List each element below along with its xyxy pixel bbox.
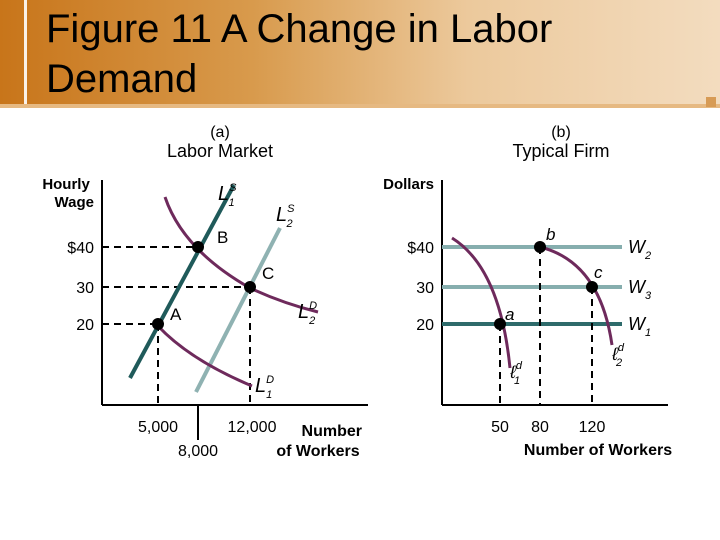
panel-a-ylabel: Hourly Wage	[42, 176, 94, 211]
firm-demand-d1	[451, 236, 512, 369]
curve-label-ld1: LD 1	[255, 374, 274, 401]
panel-b-x-tick: 120	[579, 419, 606, 436]
point-label-a: A	[170, 305, 182, 324]
equilibrium-point-c	[244, 281, 256, 293]
slide-title: Figure 11 A Change in Labor Demand	[46, 7, 553, 101]
title-banner	[0, 0, 720, 108]
panel-a-y-tick: 20	[76, 317, 94, 334]
panel-b-y-tick: $40	[407, 240, 434, 257]
panel-a-x-tick: 5,000	[138, 419, 178, 436]
panel-b-x-tick: 50	[491, 419, 509, 436]
wage-label-w2: W2	[628, 237, 651, 262]
firm-point-a	[494, 318, 506, 330]
panel-b-plot: $40 30 20 50 80 120 W2 W3 W1 b c a ℓd 1 ℓd 2	[407, 225, 652, 436]
demand-curve-ld1	[156, 324, 253, 388]
point-label-c: C	[262, 264, 274, 283]
panel-b-title: Typical Firm	[512, 141, 609, 161]
panel-a-y-tick: 30	[76, 280, 94, 297]
demand-curve-ld2	[163, 196, 319, 314]
point-label-a-firm: a	[505, 305, 514, 324]
equilibrium-point-b	[192, 241, 204, 253]
firm-point-c	[586, 281, 598, 293]
panel-a-xlabel: Number of Workers	[276, 423, 366, 460]
curve-label-ls1: LS 1	[218, 182, 237, 209]
panel-b-x-tick: 80	[531, 419, 549, 436]
point-label-b-firm: b	[546, 225, 555, 244]
banner-bottom-edge	[0, 104, 720, 108]
wage-label-w1: W1	[628, 314, 651, 339]
curve-label-d2: ℓd 2	[611, 342, 625, 369]
curve-label-ld2: LD 2	[298, 300, 317, 327]
curve-label-ls2: LS 2	[276, 203, 295, 230]
equilibrium-point-a	[152, 318, 164, 330]
banner-accent-stripe	[24, 0, 27, 108]
panel-a-x-tick: 12,000	[228, 419, 277, 436]
panel-a-x-tick: 8,000	[178, 443, 218, 460]
panel-b-y-tick: 30	[416, 280, 434, 297]
supply-curve-ls1	[128, 184, 236, 379]
panel-b-ylabel: Dollars	[383, 176, 434, 193]
firm-point-b	[534, 241, 546, 253]
panel-a-letter: (a)	[210, 124, 230, 141]
point-label-c-firm: c	[594, 263, 603, 282]
panel-b-y-tick: 20	[416, 317, 434, 334]
panel-a-title: Labor Market	[167, 141, 273, 161]
corner-square	[706, 97, 716, 107]
panel-b-xlabel: Number of Workers	[524, 442, 672, 459]
supply-curve-ls2	[194, 227, 282, 393]
firm-demand-d2	[539, 245, 614, 346]
point-label-b: B	[217, 228, 228, 247]
panel-b-letter: (b)	[551, 124, 571, 141]
wage-label-w3: W3	[628, 277, 652, 302]
panel-a-y-tick: $40	[67, 240, 94, 257]
curve-label-d1: ℓd 1	[509, 360, 523, 387]
